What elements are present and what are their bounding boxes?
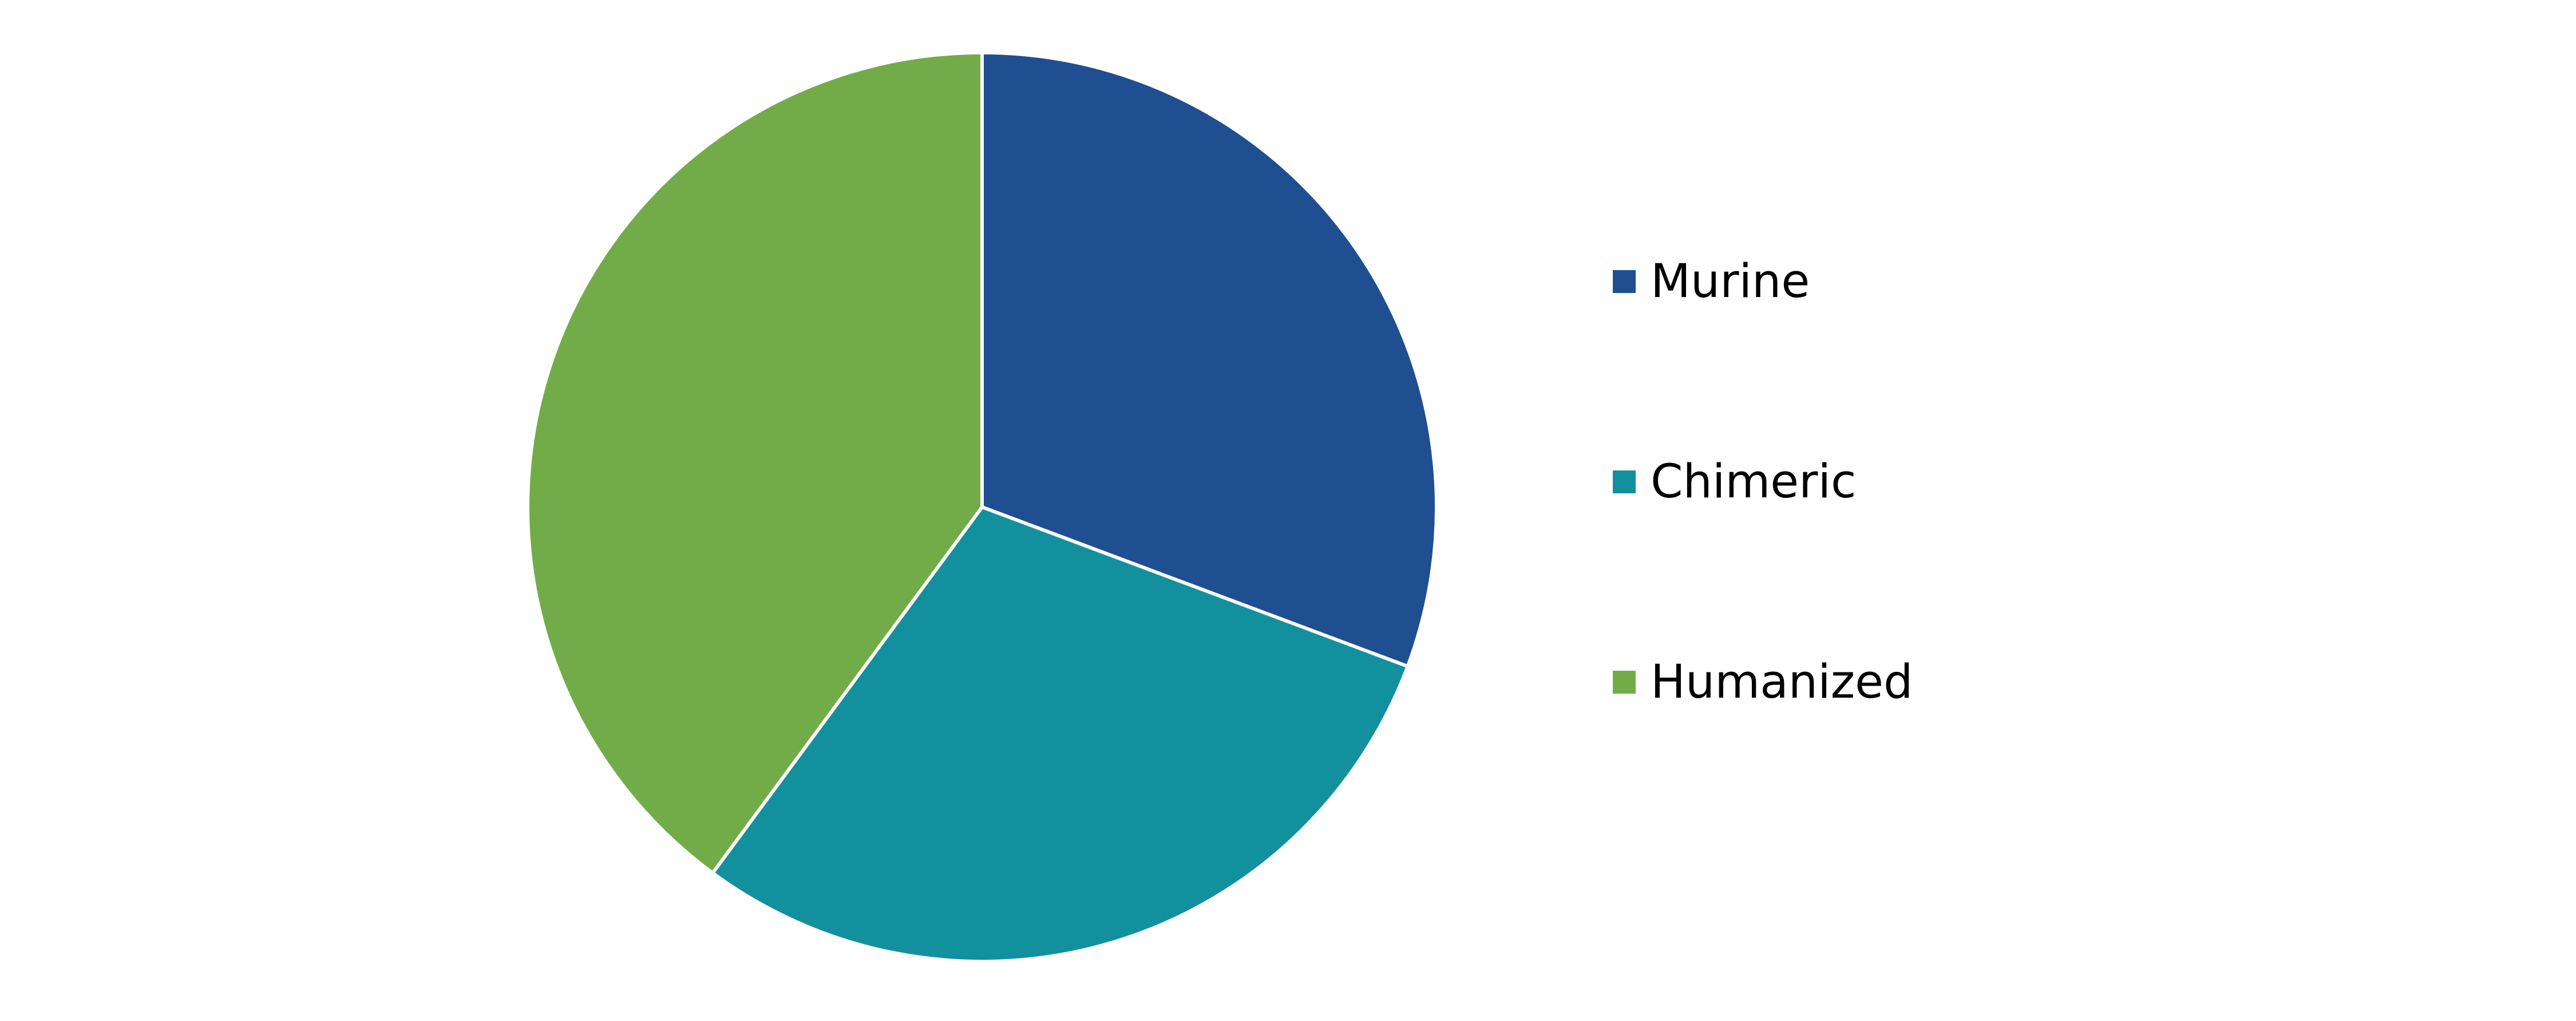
pie-slice-chimeric: [711, 505, 1410, 963]
legend-item-murine: Murine: [1613, 255, 1810, 308]
legend-label: Chimeric: [1651, 455, 1856, 509]
pie-slice-murine: [980, 51, 1438, 668]
legend-swatch: [1613, 671, 1636, 694]
pie-slice-humanized: [526, 51, 984, 875]
legend-swatch: [1613, 470, 1636, 493]
pie-slices: [526, 51, 1438, 963]
legend: Murine Chimeric Humanized: [1613, 255, 1913, 709]
legend-label: Humanized: [1651, 655, 1913, 709]
legend-label: Murine: [1651, 255, 1810, 308]
legend-item-chimeric: Chimeric: [1613, 455, 1856, 509]
legend-swatch: [1613, 270, 1636, 293]
legend-item-humanized: Humanized: [1613, 655, 1913, 709]
